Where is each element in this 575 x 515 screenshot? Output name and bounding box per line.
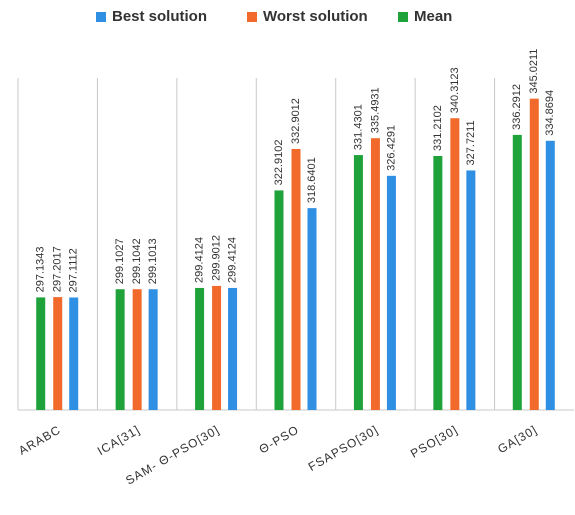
value-label: 299.9012	[210, 235, 222, 281]
legend-swatch	[247, 12, 257, 22]
x-tick-label: GA[30]	[495, 422, 540, 456]
legend-swatch	[96, 12, 106, 22]
value-label: 336.2912	[511, 84, 523, 130]
bar	[132, 289, 142, 410]
x-tick-label: ARABC	[16, 422, 63, 457]
value-label: 340.3123	[449, 67, 461, 113]
value-label: 335.4931	[369, 87, 381, 133]
bar	[115, 289, 125, 410]
legend-swatch	[398, 12, 408, 22]
bar	[148, 289, 158, 410]
value-label: 299.4124	[193, 237, 205, 283]
bar	[212, 285, 222, 410]
value-label: 345.0211	[528, 49, 540, 94]
bar	[529, 98, 539, 410]
bar	[274, 190, 284, 410]
value-label: 332.9012	[290, 98, 302, 144]
value-label: 322.9102	[273, 140, 285, 186]
bar	[466, 170, 476, 410]
x-tick-label: PSO[30]	[408, 422, 460, 460]
bar	[291, 148, 301, 410]
bar	[53, 297, 63, 410]
value-label: 334.8694	[544, 90, 556, 136]
bar	[36, 297, 46, 410]
bar	[512, 134, 522, 410]
legend-label: Best solution	[112, 8, 207, 25]
bar	[433, 155, 443, 410]
bar	[228, 287, 238, 410]
value-label: 331.2102	[432, 105, 444, 151]
value-label: 331.4301	[352, 104, 364, 150]
x-tick-label: FSAPSO[30]	[306, 422, 381, 473]
value-label: 327.7211	[465, 120, 477, 165]
bar	[386, 175, 396, 410]
bar	[353, 155, 363, 410]
legend-label: Worst solution	[263, 8, 368, 25]
value-label: 297.1343	[35, 247, 47, 293]
bar	[545, 140, 555, 410]
bar	[307, 208, 317, 410]
value-label: 326.4291	[385, 125, 397, 171]
x-tick-label: ICA[31]	[95, 422, 143, 458]
value-label: 297.1112	[68, 248, 80, 292]
value-label: 297.2017	[52, 246, 64, 292]
value-label: 299.4124	[226, 237, 238, 283]
bar	[195, 287, 205, 410]
bar	[370, 138, 380, 411]
value-label: 299.1013	[147, 238, 159, 284]
value-label: 318.6401	[306, 157, 318, 203]
legend-label: Mean	[414, 8, 452, 25]
value-label: 299.1042	[131, 238, 143, 284]
bar	[450, 118, 460, 411]
value-label: 299.1027	[114, 238, 126, 284]
bar	[69, 297, 79, 410]
x-tick-label: Θ-PSO	[257, 422, 302, 456]
